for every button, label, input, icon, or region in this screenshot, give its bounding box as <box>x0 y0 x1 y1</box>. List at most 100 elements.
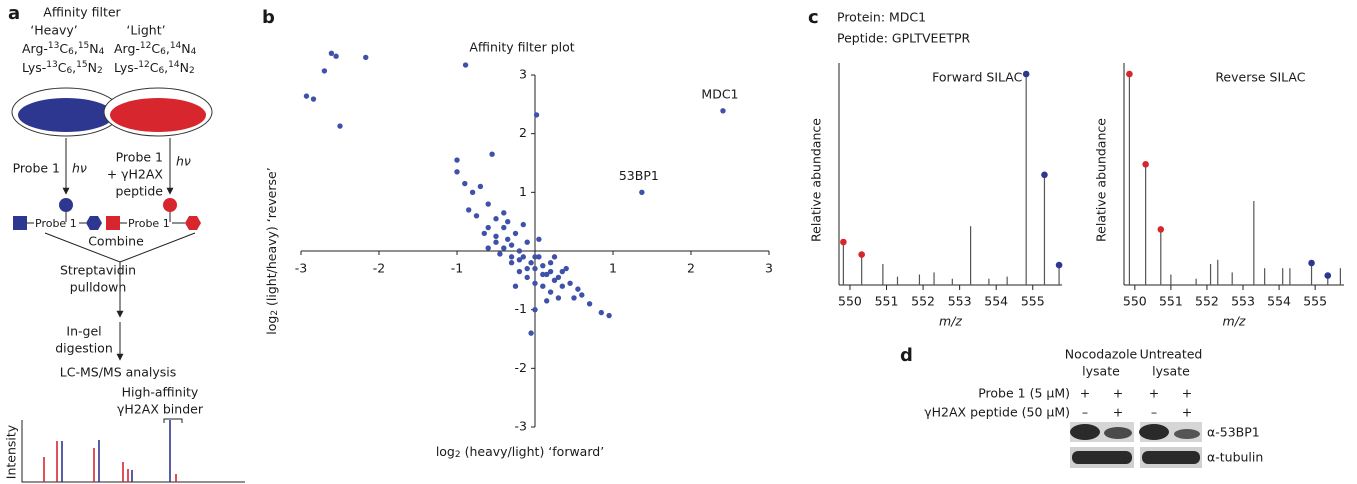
bracket <box>163 418 183 423</box>
point <box>524 274 530 281</box>
point <box>598 309 604 316</box>
dish-light-fill <box>110 98 206 132</box>
text-part: 6 <box>160 47 166 57</box>
text-part: , <box>72 60 76 75</box>
point <box>481 230 487 237</box>
panel-a: a Affinity filter ‘Heavy’ ‘Light’ Arg-13… <box>4 3 245 483</box>
y-tick-label: -3 <box>515 419 527 434</box>
text-part: N <box>89 41 98 56</box>
binder-label: γH2AX binder <box>117 402 204 417</box>
text-part: N <box>181 41 190 56</box>
peptide-label: peptide <box>115 184 163 199</box>
text-part: Lys- <box>22 60 46 75</box>
hexagon <box>86 216 102 230</box>
panel-letter: a <box>8 3 20 24</box>
band <box>1070 424 1100 440</box>
point <box>508 242 515 248</box>
text-part: , <box>164 60 168 75</box>
point <box>536 254 542 260</box>
point <box>501 210 507 216</box>
point <box>563 265 569 272</box>
text-part: C <box>58 60 67 75</box>
hexagon <box>185 216 201 230</box>
text-part: N <box>180 60 189 75</box>
text-part: C <box>150 60 159 75</box>
point <box>547 289 554 295</box>
y-axis-label: Relative abundance <box>809 118 824 242</box>
column-label: lysate <box>1082 364 1120 379</box>
peak-marker <box>1157 226 1165 233</box>
text-part: 4 <box>191 47 197 57</box>
band <box>1139 424 1169 440</box>
x-tick-label: 555 <box>1303 294 1327 309</box>
point <box>533 112 540 118</box>
point <box>559 283 565 289</box>
text-part: C <box>59 41 68 56</box>
panel-letter: c <box>808 7 819 28</box>
point <box>544 271 550 278</box>
probe-label: Probe 1 <box>116 150 163 165</box>
point <box>505 236 511 242</box>
peptide-label: + γH2AX <box>107 167 164 182</box>
annotation: 53BP1 <box>619 168 659 183</box>
light-label: ‘Light’ <box>126 23 165 38</box>
peak-marker <box>858 251 865 258</box>
text-part: , <box>166 41 170 56</box>
light-symbol: hν <box>72 161 87 176</box>
point <box>516 257 523 263</box>
point <box>473 213 480 219</box>
peak-marker <box>840 238 847 246</box>
point <box>547 260 554 266</box>
row-label: Probe 1 (5 μM) <box>978 386 1070 401</box>
band <box>1142 451 1200 464</box>
y-tick-label: -2 <box>515 360 527 375</box>
point <box>532 306 538 313</box>
peak-marker <box>1142 161 1149 168</box>
point <box>575 286 581 292</box>
probe-label: Probe 1 <box>13 161 60 176</box>
point <box>720 108 726 114</box>
probe-row-label: Probe 1 <box>35 217 77 230</box>
point <box>544 298 550 304</box>
x-tick-label: 550 <box>838 294 862 309</box>
point <box>524 239 530 245</box>
text-part: Arg- <box>114 41 140 56</box>
point <box>508 254 515 260</box>
step-label: Streptavidin <box>60 263 136 278</box>
text-part: 2 <box>189 66 195 76</box>
point <box>579 292 585 298</box>
column-label: Nocodazole <box>1065 347 1138 362</box>
peak-marker <box>1055 261 1063 269</box>
point <box>555 295 562 301</box>
point <box>485 201 491 207</box>
x-tick-label: 552 <box>911 294 935 309</box>
text-part: 4 <box>99 47 105 57</box>
point <box>485 224 491 231</box>
point <box>540 283 546 289</box>
y-tick-label: -1 <box>515 301 527 316</box>
chart-title: Affinity filter plot <box>469 40 574 55</box>
text-part: , <box>74 41 78 56</box>
point <box>303 93 310 99</box>
condition-sign: – <box>1151 405 1157 420</box>
panel-header: Protein: MDC1 <box>837 10 926 25</box>
text-part: 12 <box>138 60 149 70</box>
column-label: Untreated <box>1140 347 1203 362</box>
y-axis-label: Relative abundance <box>1094 118 1109 242</box>
text-part: N <box>88 60 97 75</box>
panel-header: Peptide: GPLTVEETPR <box>837 31 971 46</box>
x-tick-label: 552 <box>1195 294 1219 309</box>
axis-label: Intensity <box>4 424 19 479</box>
peak-marker <box>1308 259 1315 267</box>
point <box>551 254 558 260</box>
point <box>328 50 335 56</box>
light-symbol: hν <box>176 154 191 169</box>
point <box>528 330 534 336</box>
text-part: 12 <box>140 41 151 51</box>
text-part: 6 <box>68 47 74 57</box>
heavy-arg: Arg-13C6,15N4 <box>22 41 105 58</box>
condition-sign: + <box>1080 386 1090 401</box>
peak-marker <box>1126 70 1133 78</box>
text-part: Lys- <box>114 60 138 75</box>
